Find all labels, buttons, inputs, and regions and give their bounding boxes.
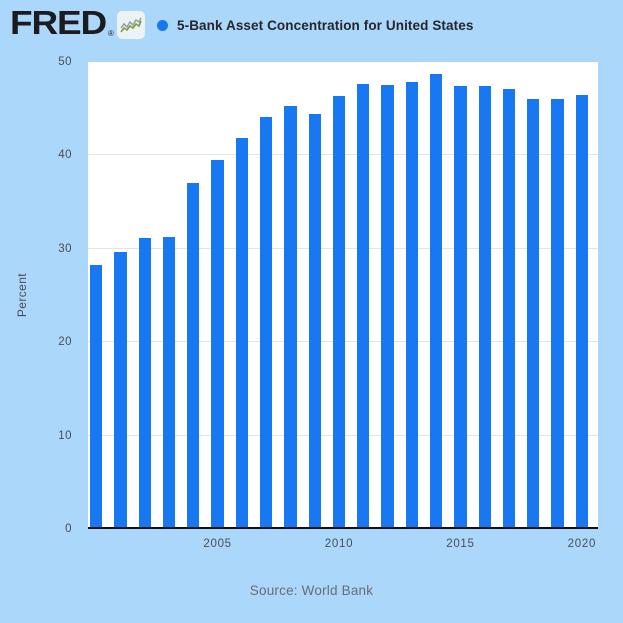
bar-2011[interactable] — [357, 84, 370, 528]
bar-2001[interactable] — [114, 251, 127, 528]
fred-sparkline-icon — [117, 11, 145, 39]
bar-2007[interactable] — [260, 117, 273, 528]
x-tick-label-2005: 2005 — [203, 538, 232, 550]
bar-2015[interactable] — [454, 86, 467, 528]
bar-2006[interactable] — [235, 137, 248, 528]
y-tick-label-40: 40 — [58, 149, 72, 162]
bar-2020[interactable] — [575, 94, 588, 528]
x-tick-label-2020: 2020 — [567, 538, 597, 550]
bar-2014[interactable] — [430, 74, 443, 528]
bar-2008[interactable] — [284, 105, 297, 528]
series-marker-icon — [157, 20, 168, 31]
bar-2013[interactable] — [405, 82, 418, 528]
y-tick-label-50: 50 — [58, 56, 72, 68]
bar-2017[interactable] — [502, 89, 516, 528]
bar-2016[interactable] — [478, 86, 491, 528]
x-axis-line — [88, 527, 598, 529]
source-note: Source: World Bank — [249, 583, 374, 598]
bar-2003[interactable] — [162, 236, 176, 528]
plot-area — [88, 62, 598, 529]
y-tick-label-20: 20 — [58, 336, 72, 349]
bar-2012[interactable] — [381, 85, 394, 528]
series-legend-item[interactable]: 5-Bank Asset Concentration for United St… — [157, 18, 473, 33]
bar-2004[interactable] — [187, 183, 200, 528]
y-tick-label-10: 10 — [58, 429, 72, 442]
bar-2009[interactable] — [308, 114, 321, 528]
x-axis-tick-labels: 2005 2010 2015 2020 — [88, 538, 598, 554]
bar-2010[interactable] — [332, 95, 346, 528]
x-tick-label-2010: 2010 — [324, 538, 354, 550]
bar-2019[interactable] — [551, 99, 564, 528]
x-tick-label-2015: 2015 — [446, 538, 475, 550]
bar-2002[interactable] — [138, 238, 151, 528]
y-tick-label-30: 30 — [58, 242, 72, 255]
y-tick-label-0: 0 — [65, 523, 72, 535]
series-title: 5-Bank Asset Concentration for United St… — [177, 18, 474, 33]
bar-2000[interactable] — [90, 264, 103, 528]
y-axis-tick-labels: 0 10 20 30 40 50 — [0, 56, 80, 535]
fred-logo[interactable]: FRED — [10, 4, 107, 41]
bar-2018[interactable] — [527, 99, 540, 528]
bar-2005[interactable] — [211, 160, 224, 528]
registered-trademark: ® — [108, 29, 114, 38]
